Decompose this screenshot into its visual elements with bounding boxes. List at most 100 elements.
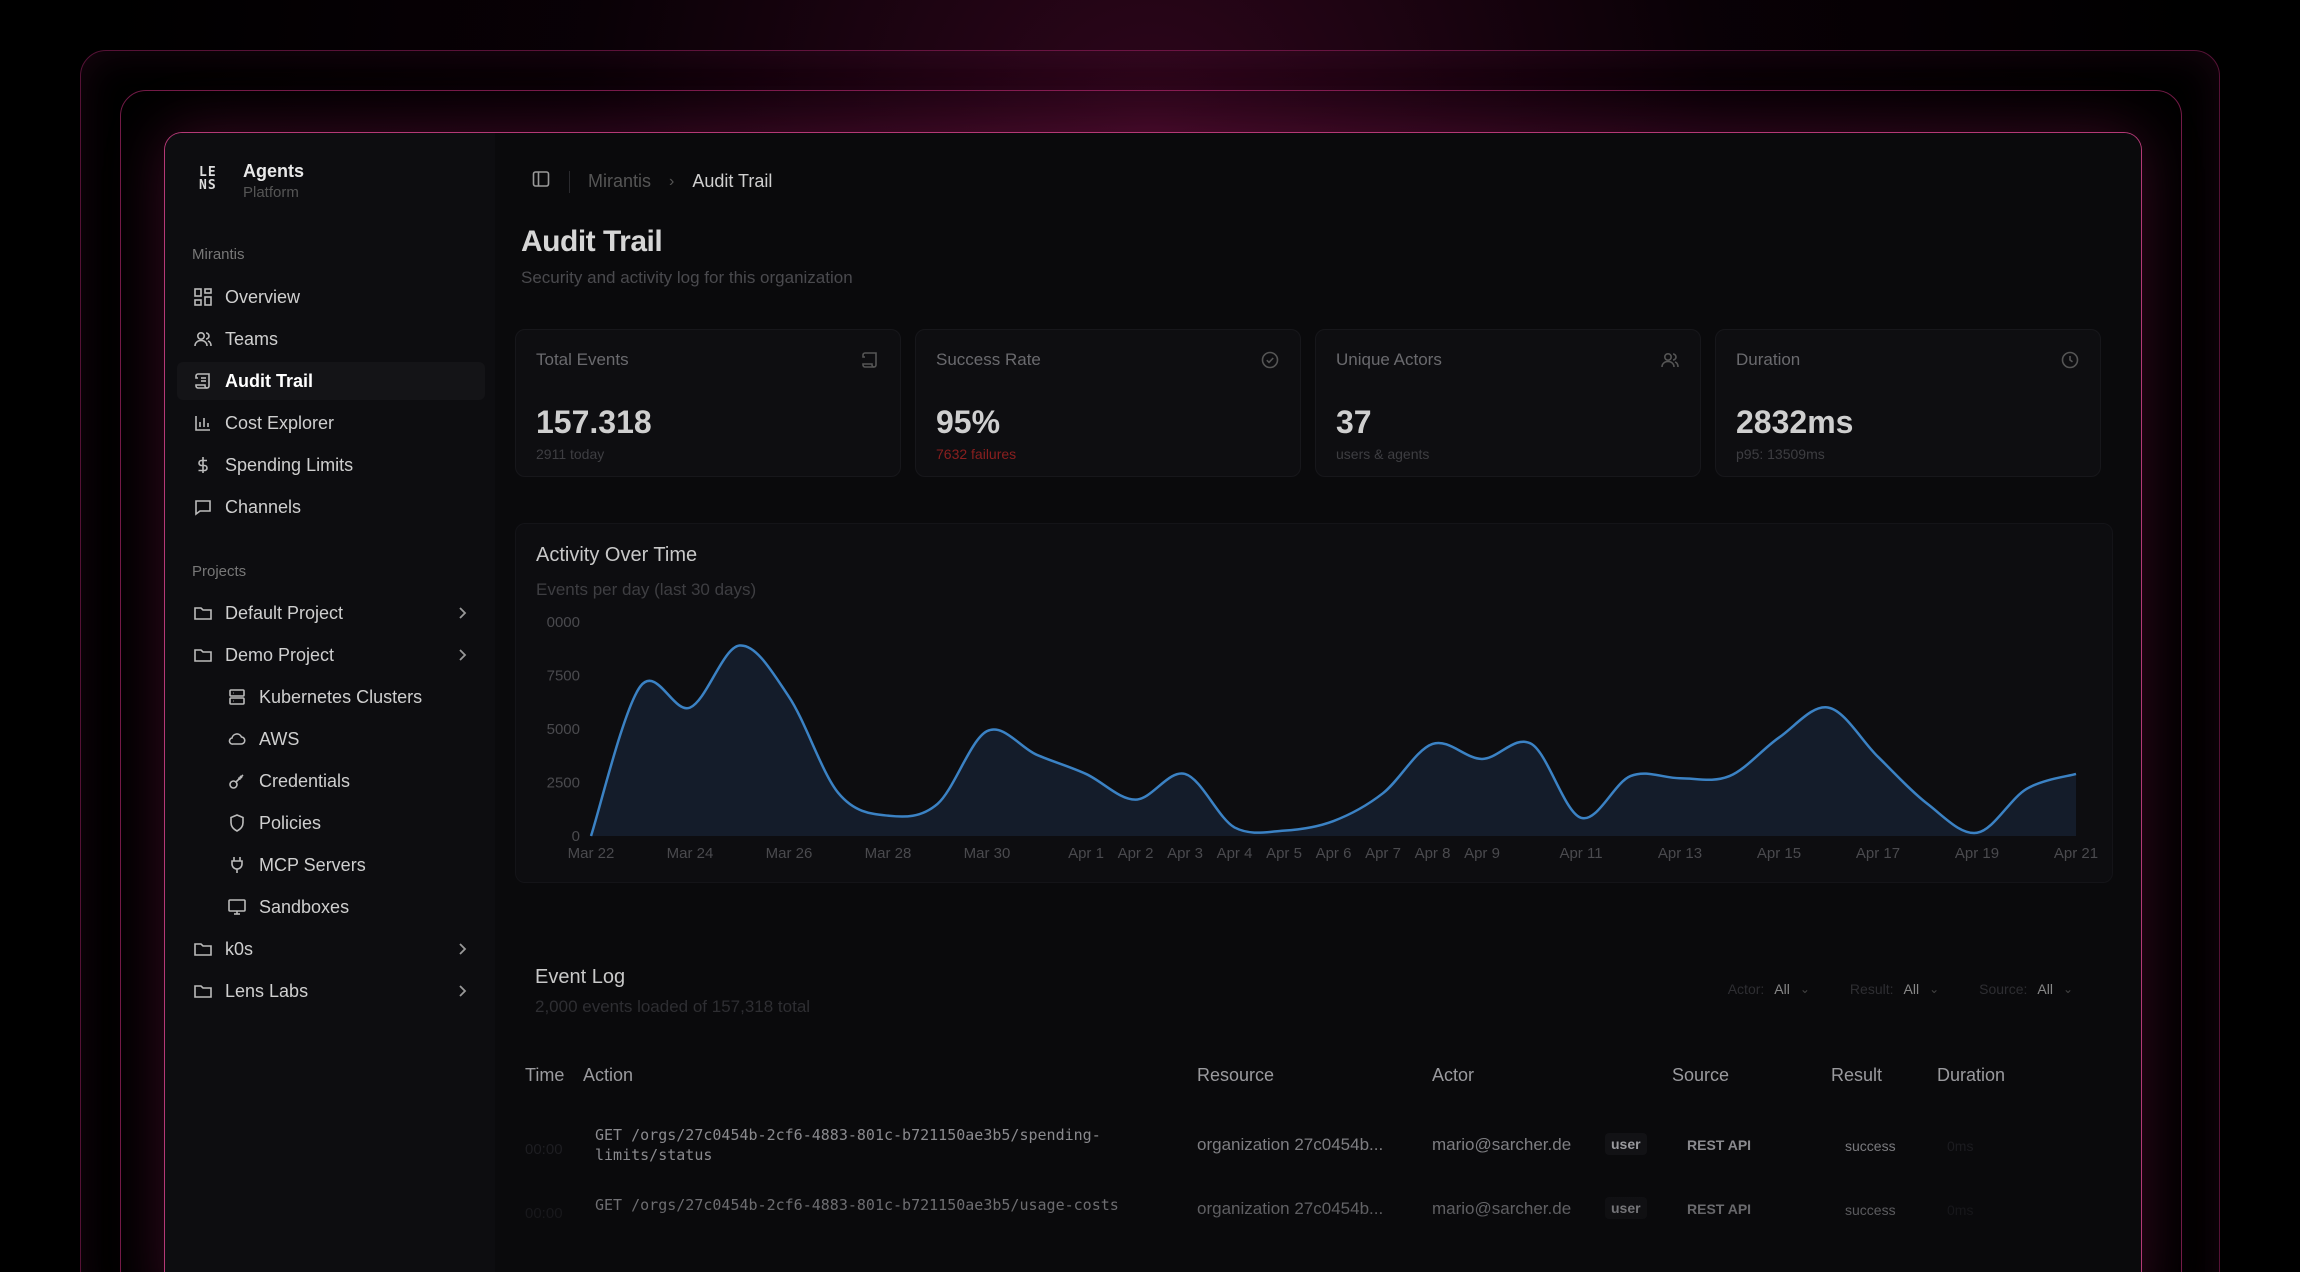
y-tick-label: 2500 xyxy=(547,775,580,792)
sidebar-item-cost-explorer[interactable]: Cost Explorer xyxy=(177,404,485,442)
folder-icon xyxy=(193,981,213,1001)
data-point[interactable] xyxy=(635,680,647,692)
data-point[interactable] xyxy=(1526,738,1538,750)
project-demo[interactable]: Demo Project xyxy=(177,636,485,674)
data-point[interactable] xyxy=(783,691,795,703)
data-point[interactable] xyxy=(1427,738,1439,750)
project-item-mcp-servers[interactable]: MCP Servers xyxy=(211,846,485,884)
x-tick-label: Apr 1 xyxy=(1068,845,1104,862)
breadcrumb-parent[interactable]: Mirantis xyxy=(588,171,652,191)
column-header-source[interactable]: Source xyxy=(1672,1065,1730,1085)
data-point[interactable] xyxy=(1724,770,1736,782)
data-point[interactable] xyxy=(1278,825,1290,837)
data-point[interactable] xyxy=(981,725,993,737)
sidebar-item-overview[interactable]: Overview xyxy=(177,278,485,316)
cell-resource: organization 27c0454b... xyxy=(1197,1135,1384,1154)
data-point[interactable] xyxy=(1179,768,1191,780)
x-tick-label: Mar 28 xyxy=(865,845,912,862)
chevron-right-icon[interactable] xyxy=(453,940,471,958)
sidebar-item-label: Channels xyxy=(225,496,302,517)
project-item-aws[interactable]: AWS xyxy=(211,720,485,758)
data-point[interactable] xyxy=(585,830,597,842)
project-k0s[interactable]: k0s xyxy=(177,930,485,968)
stat-card-total-events: Total Events 157.318 2911 today xyxy=(515,329,901,477)
data-point[interactable] xyxy=(2070,768,2082,780)
x-tick-label: Apr 6 xyxy=(1316,845,1352,862)
x-tick-label: Mar 22 xyxy=(568,845,615,862)
sidebar-item-teams[interactable]: Teams xyxy=(177,320,485,358)
cell-duration: 0ms xyxy=(1947,1138,1974,1154)
data-point[interactable] xyxy=(734,640,746,652)
column-header-actor[interactable]: Actor xyxy=(1432,1065,1475,1085)
data-point[interactable] xyxy=(1130,794,1142,806)
stat-card-unique-actors: Unique Actors 37 users & agents xyxy=(1315,329,1701,477)
sidebar-item-audit-trail[interactable]: Audit Trail xyxy=(177,362,485,400)
users-icon xyxy=(1660,350,1680,370)
data-point[interactable] xyxy=(1625,770,1637,782)
check-circle-icon xyxy=(1260,350,1280,370)
sidebar-item-channels[interactable]: Channels xyxy=(177,488,485,526)
users-icon xyxy=(193,329,213,349)
data-point[interactable] xyxy=(1080,768,1092,780)
data-point[interactable] xyxy=(1328,815,1340,827)
data-point[interactable] xyxy=(1773,732,1785,744)
filter-result[interactable]: Result: All ⌄ xyxy=(1850,981,1939,997)
app-window: LE NS Agents Platform Mirantis Overview T… xyxy=(164,132,2142,1272)
main-content: Mirantis › Audit Trail Audit Trail Secur… xyxy=(495,133,2141,1272)
chevron-right-icon[interactable] xyxy=(453,604,471,622)
chevron-right-icon[interactable] xyxy=(453,982,471,1000)
project-item-credentials[interactable]: Credentials xyxy=(211,762,485,800)
data-point[interactable] xyxy=(684,702,696,714)
x-tick-label: Apr 19 xyxy=(1955,845,1999,862)
data-point[interactable] xyxy=(2021,783,2033,795)
column-header-result[interactable]: Result xyxy=(1831,1065,1883,1085)
table-row[interactable]: 00:00 GET /orgs/27c0454b-2cf6-4883-801c-… xyxy=(495,1185,2141,1245)
column-header-action[interactable]: Action xyxy=(583,1065,634,1085)
data-point[interactable] xyxy=(1377,787,1389,799)
data-point[interactable] xyxy=(882,810,894,822)
data-point[interactable] xyxy=(1575,812,1587,824)
project-label: Demo Project xyxy=(225,644,335,665)
data-point[interactable] xyxy=(1922,798,1934,810)
stat-value: 2832ms xyxy=(1736,404,1854,440)
project-item-sandboxes[interactable]: Sandboxes xyxy=(211,888,485,926)
monitor-icon xyxy=(227,897,247,917)
dollar-icon xyxy=(193,455,213,475)
column-header-resource[interactable]: Resource xyxy=(1197,1065,1275,1085)
data-point[interactable] xyxy=(1476,753,1488,765)
filter-actor[interactable]: Actor: All ⌄ xyxy=(1728,981,1810,997)
key-icon xyxy=(227,771,247,791)
project-lens-labs[interactable]: Lens Labs xyxy=(177,972,485,1010)
filter-source[interactable]: Source: All ⌄ xyxy=(1979,981,2073,997)
project-item-policies[interactable]: Policies xyxy=(211,804,485,842)
data-point[interactable] xyxy=(833,787,845,799)
stat-sub: 2911 today xyxy=(536,446,605,462)
data-point[interactable] xyxy=(1872,751,1884,763)
stat-label: Duration xyxy=(1736,350,1801,369)
page-subtitle: Security and activity log for this organ… xyxy=(521,268,853,287)
x-tick-label: Apr 21 xyxy=(2054,845,2098,862)
data-point[interactable] xyxy=(1674,772,1686,784)
x-tick-label: Apr 11 xyxy=(1559,845,1602,862)
sidebar-item-spending-limits[interactable]: Spending Limits xyxy=(177,446,485,484)
data-point[interactable] xyxy=(1031,749,1043,761)
project-item-kubernetes-clusters[interactable]: Kubernetes Clusters xyxy=(211,678,485,716)
sidebar-toggle-icon[interactable] xyxy=(531,169,551,194)
data-point[interactable] xyxy=(1229,821,1241,833)
sidebar: LE NS Agents Platform Mirantis Overview T… xyxy=(165,133,495,1272)
data-point[interactable] xyxy=(1971,827,1983,839)
project-default[interactable]: Default Project xyxy=(177,594,485,632)
cell-actor: mario@sarcher.de xyxy=(1432,1199,1572,1218)
chevron-right-icon[interactable] xyxy=(453,646,471,664)
sidebar-item-label: Overview xyxy=(225,286,301,307)
data-point[interactable] xyxy=(1823,702,1835,714)
sidebar-item-label: Teams xyxy=(225,328,279,349)
column-header-time[interactable]: Time xyxy=(525,1065,565,1085)
column-header-duration[interactable]: Duration xyxy=(1937,1065,2006,1085)
data-point[interactable] xyxy=(932,798,944,810)
brand[interactable]: LE NS Agents Platform xyxy=(199,161,304,201)
actor-type-badge: user xyxy=(1605,1133,1647,1155)
table-row[interactable]: 00:00 GET /orgs/27c0454b-2cf6-4883-801c-… xyxy=(495,1121,2141,1181)
projects-section-label: Projects xyxy=(192,563,247,580)
chart-title: Activity Over Time xyxy=(536,544,698,566)
